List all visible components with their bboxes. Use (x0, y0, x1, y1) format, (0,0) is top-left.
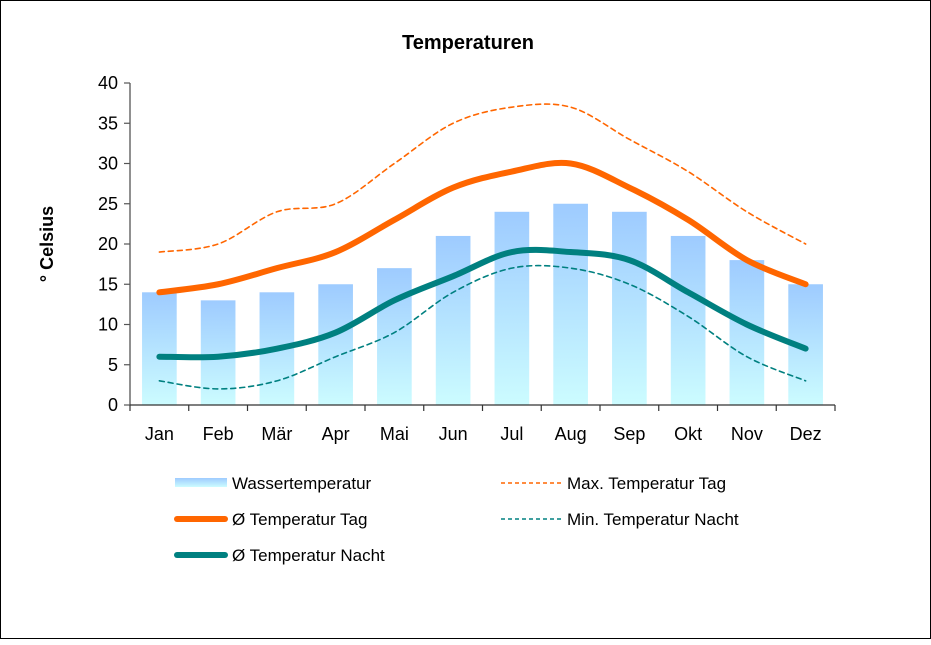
legend-label: Wassertemperatur (232, 474, 372, 493)
x-tick-label: Nov (731, 424, 763, 444)
legend-swatch-bar (175, 478, 227, 487)
legend-item: Ø Temperatur Nacht (174, 546, 385, 565)
lines-group (156, 103, 809, 390)
y-tick-label: 25 (98, 194, 118, 214)
legend: Wassertemperatur Max. Temperatur Tag Ø Tem… (174, 474, 739, 565)
x-tick-label: Aug (555, 424, 587, 444)
x-tick-label: Apr (322, 424, 350, 444)
x-tick-label: Okt (674, 424, 702, 444)
y-tick-label: 0 (108, 395, 118, 415)
y-tick-label: 5 (108, 355, 118, 375)
x-tick-label: Mai (380, 424, 409, 444)
bar-wassertemperatur-Jul (494, 211, 530, 405)
bar-wassertemperatur-Jan (142, 292, 177, 405)
legend-label: Ø Temperatur Nacht (232, 546, 385, 565)
bar-wassertemperatur-Mai (377, 268, 412, 405)
chart-title: Temperaturen (402, 32, 534, 54)
legend-label: Min. Temperatur Nacht (567, 510, 739, 529)
legend-label: Max. Temperatur Tag (567, 474, 726, 493)
y-tick-label: 40 (98, 73, 118, 93)
bar-wassertemperatur-Jun (435, 235, 471, 405)
bar-wassertemperatur-Okt (670, 235, 706, 405)
x-tick-label: Dez (790, 424, 822, 444)
y-tick-label: 15 (98, 274, 118, 294)
line-min-temperatur-nacht (158, 264, 807, 390)
x-tick-label: Jan (145, 424, 174, 444)
x-tick-label: Jul (500, 424, 523, 444)
x-tick-label: Jun (439, 424, 468, 444)
line-max-temperatur-tag (158, 103, 807, 253)
legend-label: Ø Temperatur Tag (232, 510, 367, 529)
y-tick-label: 10 (98, 315, 118, 335)
x-tick-label: Feb (203, 424, 234, 444)
y-tick-label: 30 (98, 154, 118, 174)
legend-item: Max. Temperatur Tag (501, 474, 726, 493)
bar-wassertemperatur-Sep (612, 211, 647, 405)
x-tick-label: Sep (613, 424, 645, 444)
bar-wassertemperatur-Apr (318, 284, 353, 405)
bar-wassertemperatur-Aug (553, 203, 588, 405)
legend-item: Min. Temperatur Nacht (501, 510, 739, 529)
y-tick-label: 20 (98, 234, 118, 254)
line--temperatur-tag (156, 159, 809, 296)
legend-item: Wassertemperatur (175, 474, 372, 493)
bars-group (142, 203, 823, 405)
y-axis-label: ° Celsius (37, 206, 57, 282)
legend-item: Ø Temperatur Tag (174, 510, 367, 529)
x-tick-label: Mär (261, 424, 292, 444)
y-tick-label: 35 (98, 113, 118, 133)
line--temperatur-nacht (156, 246, 809, 361)
axes-group: 0 5 10 15 20 25 30 35 40 Jan Feb Mär Apr Mai Jun Jul Aug… (98, 73, 836, 444)
